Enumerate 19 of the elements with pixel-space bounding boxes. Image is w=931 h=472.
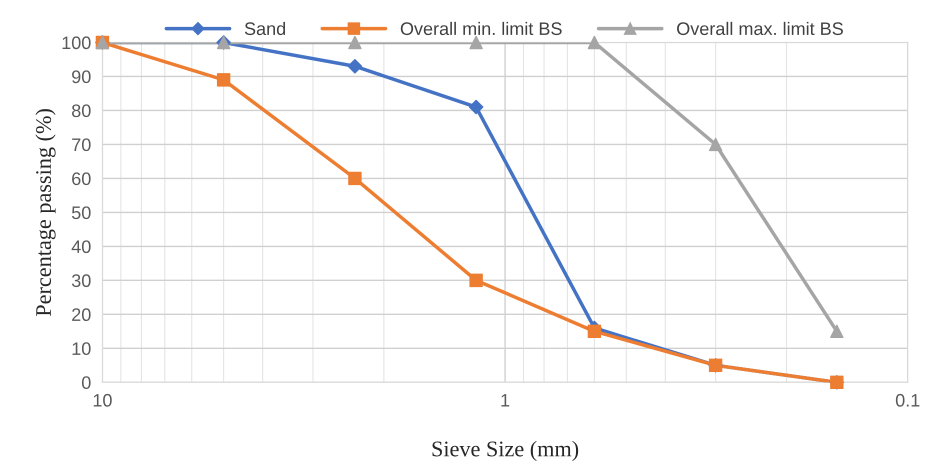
y-tick-label: 60 bbox=[72, 172, 91, 186]
x-tick-label: 1 bbox=[501, 394, 510, 407]
y-tick-label: 40 bbox=[72, 240, 91, 254]
y-tick-label: 30 bbox=[72, 274, 91, 288]
y-tick-label: 50 bbox=[72, 206, 91, 220]
y-tick-label: 10 bbox=[72, 342, 91, 356]
x-axis-title: Sieve Size (mm) bbox=[432, 440, 578, 461]
y-tick-label: 20 bbox=[72, 308, 91, 322]
y-tick-label: 100 bbox=[62, 36, 91, 50]
y-tick-label: 0 bbox=[82, 376, 91, 390]
y-axis-title: Percentage passing (%) bbox=[35, 109, 56, 316]
y-tick-label: 90 bbox=[72, 70, 91, 84]
y-tick-label: 80 bbox=[72, 104, 91, 118]
x-tick-label: 0.1 bbox=[896, 394, 920, 407]
legend-label: Overall max. limit BS bbox=[677, 22, 843, 36]
y-tick-label: 70 bbox=[72, 138, 91, 152]
legend-label: Sand bbox=[244, 22, 286, 36]
legend-label: Overall min. limit BS bbox=[400, 22, 562, 36]
x-tick-label: 10 bbox=[94, 394, 112, 407]
